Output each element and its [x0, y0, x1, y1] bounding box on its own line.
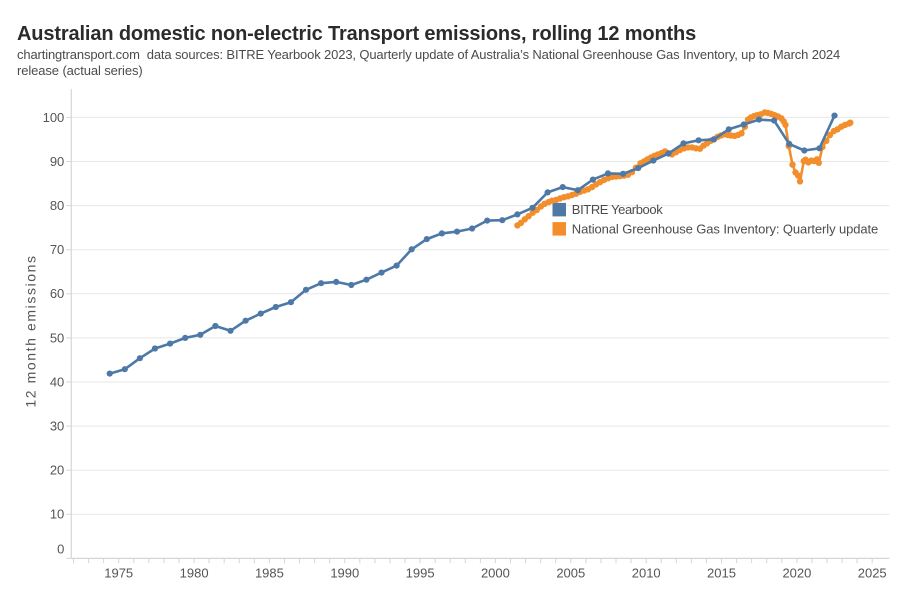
svg-text:1995: 1995 [406, 566, 435, 581]
svg-text:12 month emissions: 12 month emissions [22, 254, 38, 407]
svg-text:90: 90 [50, 154, 64, 169]
svg-text:2005: 2005 [556, 566, 585, 581]
svg-text:release (actual series): release (actual series) [17, 63, 143, 78]
svg-text:20: 20 [50, 463, 64, 478]
svg-text:Australian domestic non-electr: Australian domestic non-electric Transpo… [17, 23, 696, 45]
svg-text:70: 70 [50, 242, 64, 257]
svg-text:National Greenhouse Gas Invent: National Greenhouse Gas Inventory: Quart… [572, 221, 878, 236]
svg-text:1980: 1980 [180, 566, 209, 581]
svg-text:10: 10 [50, 507, 64, 522]
svg-text:50: 50 [50, 330, 64, 345]
svg-text:60: 60 [50, 286, 64, 301]
svg-text:2020: 2020 [782, 566, 811, 581]
svg-text:2000: 2000 [481, 566, 510, 581]
svg-text:2025: 2025 [858, 566, 887, 581]
svg-text:2010: 2010 [632, 566, 661, 581]
svg-text:2015: 2015 [707, 566, 736, 581]
svg-text:1985: 1985 [255, 566, 284, 581]
svg-text:80: 80 [50, 198, 64, 213]
svg-text:100: 100 [43, 110, 65, 125]
svg-text:BITRE Yearbook: BITRE Yearbook [572, 202, 663, 217]
svg-text:0: 0 [57, 542, 64, 557]
svg-text:30: 30 [50, 419, 64, 434]
svg-text:1975: 1975 [104, 566, 133, 581]
svg-text:1990: 1990 [330, 566, 359, 581]
svg-text:chartingtransport.com data so: chartingtransport.com data sources: BITR… [17, 47, 840, 62]
svg-text:40: 40 [50, 374, 64, 389]
